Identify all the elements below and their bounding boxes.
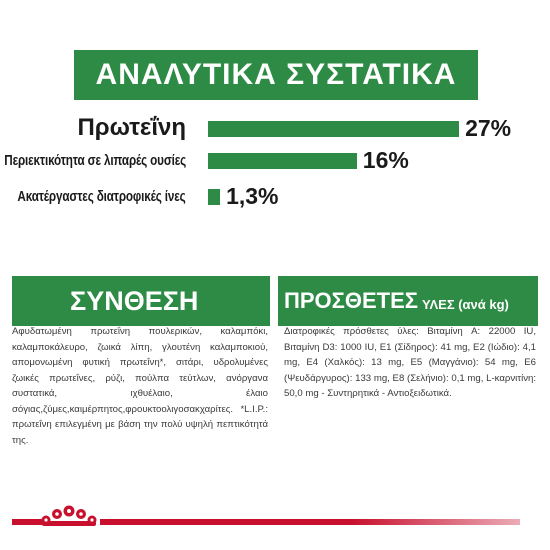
constituent-row: Περιεκτικότητα σε λιπαρές ουσίες 16% [0, 145, 550, 175]
additives-header: ΠΡΟΣΘΕΤΕΣ ΥΛΕΣ (ανά kg) [278, 276, 538, 326]
constituent-row: Ακατέργαστες διατροφικές ίνες 1,3% [0, 181, 550, 211]
footer-line-right [100, 519, 520, 525]
constituent-bar [208, 189, 221, 205]
constituent-value: 1,3% [226, 182, 279, 209]
royal-canin-crown-icon [38, 500, 100, 530]
constituent-label: Ακατέργαστες διατροφικές ίνες [17, 187, 186, 205]
footer-line-left [12, 519, 42, 525]
constituent-label: Περιεκτικότητα σε λιπαρές ουσίες [4, 151, 186, 169]
composition-header: ΣΥΝΘΕΣΗ [12, 276, 270, 326]
constituent-value: 27% [465, 114, 512, 141]
banner-title: ΑΝΑΛΥΤΙΚΑ ΣΥΣΤΑΤΙΚΑ [95, 58, 457, 91]
analytical-constituents-banner: ΑΝΑΛΥΤΙΚΑ ΣΥΣΤΑΤΙΚΑ [74, 50, 478, 100]
constituent-bar [208, 153, 357, 169]
composition-text: Αφυδατωμένη πρωτεΐνη πουλερικών, καλαμπό… [12, 326, 268, 446]
constituent-label: Πρωτεΐνη [77, 114, 186, 141]
composition-heading: ΣΥΝΘΕΣΗ [70, 285, 199, 316]
constituent-bar [208, 121, 460, 137]
constituent-row: Πρωτεΐνη 27% [0, 113, 550, 143]
constituent-value: 16% [362, 146, 409, 173]
additives-heading: ΠΡΟΣΘΕΤΕΣ [284, 288, 418, 313]
additives-text: Διατροφικές πρόσθετες ύλες: Βιταμίνη A: … [284, 326, 536, 399]
additives-heading-sub: ΥΛΕΣ (ανά kg) [421, 296, 509, 312]
